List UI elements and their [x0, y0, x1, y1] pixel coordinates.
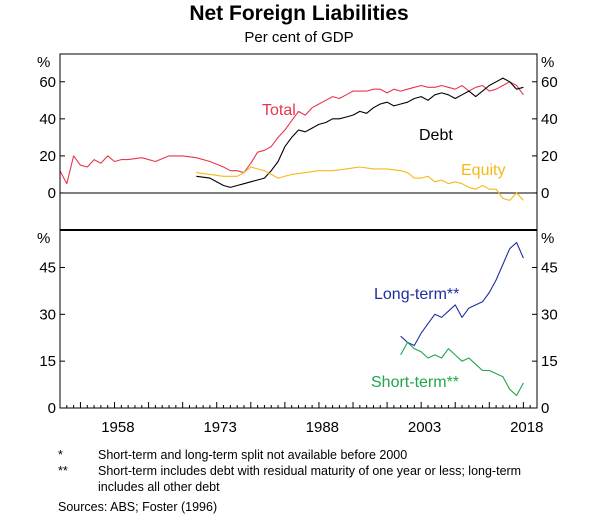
series-label-debt: Debt: [419, 127, 453, 144]
x-tick-label: 1958: [101, 419, 134, 436]
x-tick-label: 2018: [510, 419, 543, 436]
y-tick-label-left: 20: [39, 148, 56, 165]
y-tick-label-right: 45: [541, 259, 558, 276]
y-tick-label-right: 60: [541, 74, 558, 91]
note-1: * Short-term and long-term split not ava…: [58, 447, 568, 463]
panel-2-unit-left: %: [37, 230, 50, 247]
source-note: Sources: ABS; Foster (1996): [58, 500, 218, 514]
series-label-short-term: Short-term**: [371, 374, 459, 391]
x-tick-label: 2003: [408, 419, 441, 436]
series-line-short-term: [400, 341, 524, 397]
chart-area: % % 0 0 20 20 40 40 60 60 Total Debt Equity% % 0 0 15 15 3…: [37, 53, 558, 436]
y-tick-label-left: 60: [39, 74, 56, 91]
note-2-marker: **: [58, 464, 68, 478]
y-tick-label-left: 0: [48, 185, 56, 202]
note-1-text: Short-term and long-term split not avail…: [98, 448, 408, 462]
series-line-total: [59, 81, 524, 185]
y-tick-label-right: 0: [541, 400, 549, 417]
series-line-equity: [196, 166, 524, 201]
y-tick-label-right: 30: [541, 306, 558, 323]
panel-1-unit-left: %: [37, 54, 50, 71]
x-tick-label: 1988: [306, 419, 339, 436]
series-label-total: Total: [262, 102, 296, 119]
x-tick-label: 1973: [203, 419, 236, 436]
y-tick-label-right: 15: [541, 353, 558, 370]
notes: * Short-term and long-term split not ava…: [58, 447, 568, 515]
chart-title: Net Foreign Liabilities: [189, 2, 409, 25]
note-2: ** Short-term includes debt with residua…: [58, 463, 568, 495]
series-line-debt: [196, 77, 524, 188]
note-1-marker: *: [58, 448, 63, 462]
y-tick-label-right: 20: [541, 148, 558, 165]
series-label-long-term: Long-term**: [374, 286, 459, 303]
y-tick-label-left: 15: [39, 353, 56, 370]
series-label-equity: Equity: [461, 162, 505, 179]
y-tick-label-right: 0: [541, 185, 549, 202]
panel-2-unit-right: %: [541, 230, 554, 247]
y-tick-label-left: 45: [39, 259, 56, 276]
y-tick-label-left: 30: [39, 306, 56, 323]
y-tick-label-left: 40: [39, 111, 56, 128]
chart-subtitle: Per cent of GDP: [244, 29, 354, 46]
y-tick-label-left: 0: [48, 400, 56, 417]
series-line-long-term: [400, 241, 524, 347]
note-2-text: Short-term includes debt with residual m…: [98, 464, 522, 494]
y-tick-label-right: 40: [541, 111, 558, 128]
panel-1-unit-right: %: [541, 54, 554, 71]
